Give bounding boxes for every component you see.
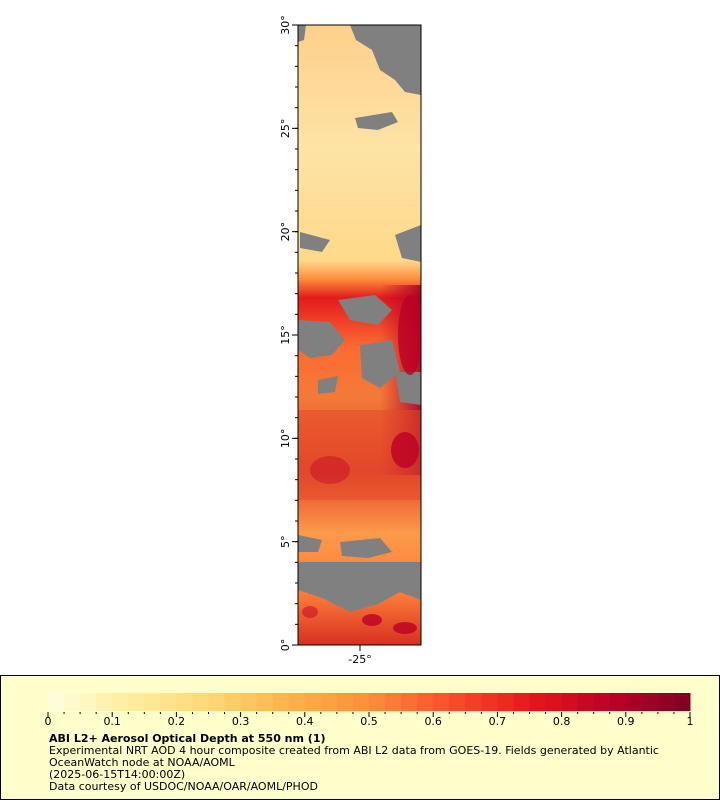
aod-high-patches [302, 295, 421, 634]
colorbar-cell [352, 693, 370, 711]
colorbar-cell [529, 693, 547, 711]
colorbar-label: 0.7 [489, 715, 507, 728]
colorbar-cell [48, 693, 65, 711]
colorbar-cells [48, 693, 691, 711]
colorbar-cell [401, 693, 418, 711]
colorbar-cell [64, 693, 81, 711]
lon-tick-label: -25° [348, 653, 371, 666]
colorbar-cell [433, 693, 450, 711]
colorbar: 0 0.1 0.2 0.3 0.4 0.5 0.6 0.7 0.8 0.9 1 [45, 693, 694, 728]
colorbar-cell [160, 693, 177, 711]
colorbar-cell [80, 693, 97, 711]
colorbar-cell [304, 693, 322, 711]
colorbar-cell [256, 693, 274, 711]
colorbar-label: 0.6 [424, 715, 442, 728]
colorbar-label: 0.5 [360, 715, 378, 728]
latitude-axis: 0° 5° 10° 15° 20° 25° 30° [279, 15, 298, 651]
colorbar-cell [272, 693, 290, 711]
colorbar-cell [609, 693, 627, 711]
lat-tick-label: 30° [279, 15, 292, 35]
colorbar-cell [112, 693, 129, 711]
colorbar-cell [128, 693, 145, 711]
colorbar-cell [673, 693, 691, 711]
colorbar-label: 0.1 [103, 715, 121, 728]
legend-panel: 0 0.1 0.2 0.3 0.4 0.5 0.6 0.7 0.8 0.9 1 ABI L2+ Ae… [0, 675, 720, 800]
colorbar-cell [641, 693, 659, 711]
colorbar-label: 0.4 [296, 715, 314, 728]
colorbar-cell [208, 693, 226, 711]
aod-map: 0° 5° 10° 15° 20° 25° 30° -25° [279, 15, 422, 666]
colorbar-cell [176, 693, 193, 711]
colorbar-label: 0.8 [553, 715, 571, 728]
legend-text: ABI L2+ Aerosol Optical Depth at 550 nm … [49, 733, 659, 793]
legend-description-line-1: Experimental NRT AOD 4 hour composite cr… [49, 744, 659, 757]
colorbar-cell [513, 693, 530, 711]
colorbar-cell [417, 693, 434, 711]
colorbar-cell [240, 693, 258, 711]
aod-field [298, 25, 421, 645]
colorbar-ticks: 0 0.1 0.2 0.3 0.4 0.5 0.6 0.7 0.8 0.9 1 [45, 712, 694, 728]
colorbar-cell [449, 693, 466, 711]
longitude-axis: -25° [348, 645, 372, 666]
legend-title: ABI L2+ Aerosol Optical Depth at 550 nm … [49, 732, 326, 745]
colorbar-cell [144, 693, 161, 711]
colorbar-label: 1 [687, 715, 694, 728]
colorbar-cell [593, 693, 611, 711]
lat-tick-label: 10° [279, 429, 292, 449]
colorbar-cell [385, 693, 402, 711]
colorbar-cell [369, 693, 386, 711]
lat-tick-label: 0° [279, 639, 292, 652]
legend-description-line-2: OceanWatch node at NOAA/AOML [49, 756, 235, 769]
colorbar-cell [288, 693, 306, 711]
colorbar-cell [465, 693, 482, 711]
colorbar-label: 0.2 [168, 715, 186, 728]
lat-tick-label: 5° [279, 535, 292, 548]
colorbar-label: 0 [45, 715, 52, 728]
colorbar-cell [497, 693, 514, 711]
colorbar-cell [224, 693, 242, 711]
colorbar-label: 0.9 [617, 715, 635, 728]
colorbar-cell [192, 693, 209, 711]
colorbar-cell [625, 693, 643, 711]
colorbar-cell [336, 693, 354, 711]
colorbar-cell [96, 693, 113, 711]
missing-data-areas [298, 25, 421, 612]
colorbar-cell [320, 693, 338, 711]
colorbar-label: 0.3 [232, 715, 250, 728]
colorbar-cell [657, 693, 675, 711]
colorbar-cell [561, 693, 579, 711]
colorbar-cell [577, 693, 595, 711]
lat-tick-label: 15° [279, 325, 292, 345]
colorbar-cell [481, 693, 498, 711]
lat-tick-label: 25° [279, 119, 292, 139]
colorbar-cell [545, 693, 563, 711]
legend-credits: Data courtesy of USDOC/NOAA/OAR/AOML/PHO… [49, 780, 318, 793]
legend-timestamp: (2025-06-15T14:00:00Z) [49, 768, 186, 781]
lat-tick-label: 20° [279, 222, 292, 242]
